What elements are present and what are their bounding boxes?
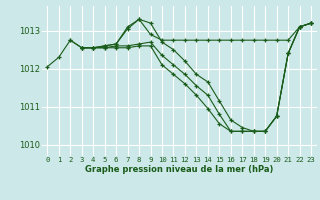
- X-axis label: Graphe pression niveau de la mer (hPa): Graphe pression niveau de la mer (hPa): [85, 165, 273, 174]
